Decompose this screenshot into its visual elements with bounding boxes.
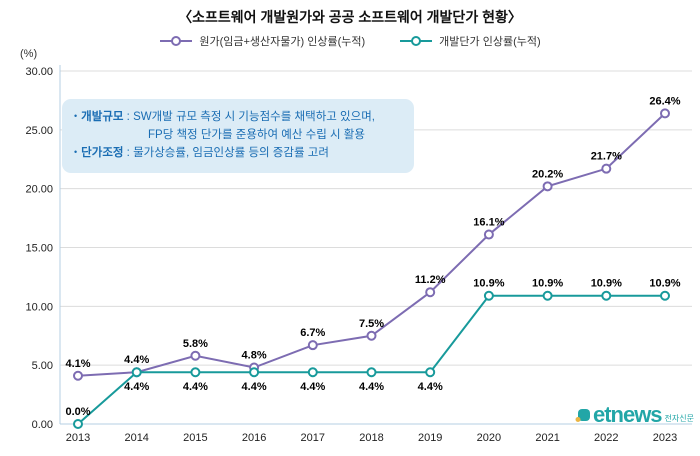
- legend: 원가(임금+생산자물가) 인상률(누적) 개발단가 인상률(누적): [0, 33, 700, 49]
- data-point-label: 21.7%: [591, 151, 622, 163]
- y-tick-label: 10.00: [25, 301, 53, 313]
- data-point: [425, 287, 436, 298]
- data-point-label: 10.9%: [473, 278, 504, 290]
- legend-item-unitprice: 개발단가 인상률(누적): [399, 33, 541, 49]
- legend-line-marker-icon: [400, 36, 433, 46]
- data-point: [190, 350, 201, 361]
- data-point-label: 5.8%: [183, 338, 208, 350]
- data-point-label: 4.8%: [242, 350, 267, 362]
- x-tick-label: 2018: [359, 432, 383, 444]
- data-point-label: 10.9%: [532, 278, 563, 290]
- x-tick-label: 2021: [535, 432, 559, 444]
- data-point-label: 7.5%: [359, 318, 384, 330]
- annotation-text: FP당 책정 단가를 준용하여 예산 수립 시 활용: [148, 128, 365, 141]
- data-point: [542, 290, 553, 301]
- annotation-term: 단가조정: [81, 146, 124, 159]
- annotation-line: FP당 책정 단가를 준용하여 예산 수립 시 활용: [148, 127, 402, 145]
- data-point: [307, 367, 318, 378]
- annotation-box: • 개발규모 : SW개발 규모 측정 시 기능점수를 채택하고 있으며, FP당…: [62, 99, 414, 174]
- legend-item-cost: 원가(임금+생산자물가) 인상률(누적): [159, 33, 365, 49]
- bullet-icon: •: [74, 146, 78, 157]
- y-tick-label: 5.00: [32, 360, 53, 372]
- data-point: [249, 367, 260, 378]
- data-point-label: 4.4%: [124, 381, 149, 393]
- etnews-logo-icon: [575, 408, 590, 422]
- annotation-line: • 개발규모 : SW개발 규모 측정 시 기능점수를 채택하고 있으며,: [74, 109, 402, 127]
- data-point: [425, 367, 436, 378]
- data-point-label: 6.7%: [300, 327, 325, 339]
- data-point: [73, 370, 83, 381]
- legend-line-marker-icon: [160, 36, 193, 46]
- x-tick-label: 2019: [418, 432, 442, 444]
- data-point-label: 4.4%: [242, 381, 267, 393]
- legend-label-cost: 원가(임금+생산자물가) 인상률(누적): [199, 36, 366, 48]
- x-tick-label: 2013: [66, 432, 90, 444]
- legend-label-unitprice: 개발단가 인상률(누적): [439, 36, 541, 48]
- x-tick-label: 2015: [183, 432, 207, 444]
- data-point-label: 11.2%: [415, 274, 446, 286]
- chart-title: 〈소프트웨어 개발원가와 공공 소프트웨어 개발단가 현황〉: [178, 9, 522, 25]
- x-tick-label: 2014: [124, 432, 148, 444]
- data-point-label: 4.4%: [183, 381, 208, 393]
- data-point-label: 4.4%: [124, 354, 149, 366]
- data-point: [601, 163, 612, 174]
- data-point: [366, 367, 377, 378]
- etnews-sub-text: 전자신문: [664, 414, 694, 423]
- data-point: [73, 419, 83, 429]
- y-tick-label: 30.00: [25, 66, 53, 78]
- data-point: [307, 340, 318, 351]
- x-tick-label: 2017: [301, 432, 325, 444]
- data-point: [601, 290, 612, 301]
- annotation-text: : SW개발 규모 측정 시 기능점수를 채택하고 있으며,: [123, 111, 375, 123]
- data-point-label: 10.9%: [649, 278, 680, 290]
- data-point: [542, 181, 553, 192]
- data-point: [190, 367, 201, 378]
- data-point-label: 0.0%: [65, 406, 90, 418]
- data-point: [366, 330, 377, 341]
- y-tick-label: 20.00: [25, 184, 53, 196]
- data-point-label: 4.4%: [418, 381, 443, 393]
- data-point: [483, 290, 494, 301]
- x-tick-label: 2016: [242, 432, 266, 444]
- data-point: [660, 108, 670, 119]
- annotation-term: 개발규모: [81, 111, 124, 123]
- data-point-label: 20.2%: [532, 168, 563, 180]
- x-tick-label: 2022: [594, 432, 618, 444]
- data-point-label: 4.4%: [300, 381, 325, 393]
- x-tick-label: 2020: [477, 432, 501, 444]
- annotation-text: : 물가상승률, 임금인상률 등의 증감률 고려: [123, 146, 329, 159]
- data-point-label: 4.4%: [359, 381, 384, 393]
- data-point-label: 26.4%: [649, 95, 680, 107]
- data-point: [660, 290, 670, 301]
- data-point-label: 10.9%: [591, 278, 622, 290]
- y-axis-unit-label: (%): [20, 48, 38, 60]
- annotation-line: • 단가조정 : 물가상승률, 임금인상률 등의 증감률 고려: [74, 145, 402, 163]
- x-tick-label: 2023: [653, 432, 677, 444]
- etnews-watermark: etnews 전자신문: [575, 404, 694, 426]
- y-tick-label: 0.00: [32, 419, 53, 431]
- y-tick-label: 15.00: [25, 243, 53, 255]
- data-point: [483, 229, 494, 240]
- data-point: [131, 367, 142, 378]
- data-point-label: 16.1%: [473, 217, 504, 229]
- data-point-label: 4.1%: [65, 358, 90, 370]
- bullet-icon: •: [74, 111, 78, 121]
- etnews-brand-text: etnews: [592, 402, 663, 427]
- y-tick-label: 25.00: [25, 125, 53, 137]
